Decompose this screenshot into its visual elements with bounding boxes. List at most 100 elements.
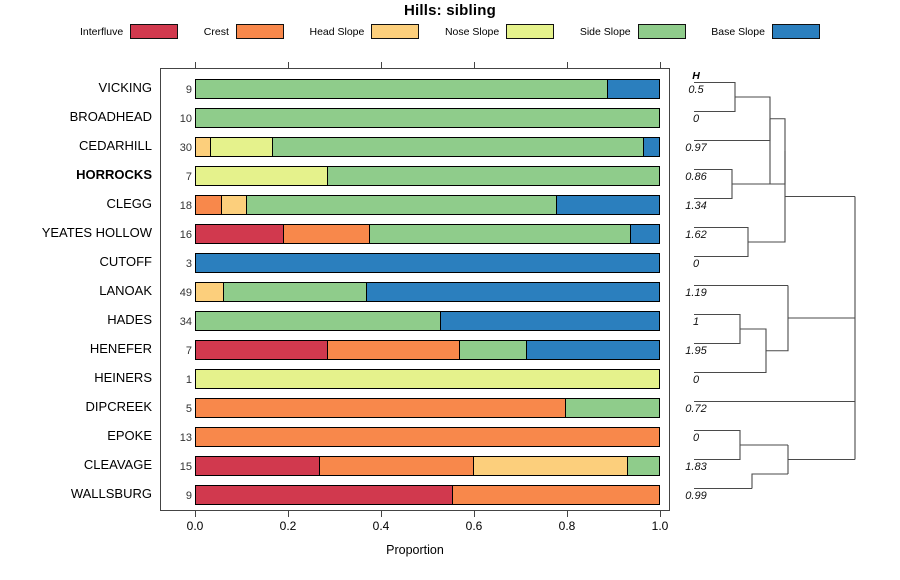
bar-segment-side-slope[interactable] bbox=[196, 80, 608, 98]
bar-segment-crest[interactable] bbox=[319, 457, 474, 475]
row-label-broadhead[interactable]: BROADHEAD bbox=[69, 109, 152, 124]
bar-segment-base-slope[interactable] bbox=[607, 80, 659, 98]
bar-segment-crest[interactable] bbox=[196, 196, 222, 214]
table-row[interactable]: LANOAK 49 1.19 bbox=[99, 278, 707, 307]
x-tick-0.6 bbox=[474, 62, 476, 68]
stacked-bar[interactable] bbox=[195, 137, 660, 157]
row-label-clegg[interactable]: CLEGG bbox=[106, 196, 152, 211]
row-n-value: 7 bbox=[185, 171, 192, 183]
table-row[interactable]: WALLSBURG 9 0.99 bbox=[71, 481, 707, 510]
row-h-value: 1.62 bbox=[685, 229, 707, 241]
table-row[interactable]: VICKING 9 0.5 bbox=[99, 75, 704, 104]
row-label-yeates-hollow[interactable]: YEATES HOLLOW bbox=[41, 225, 152, 240]
stacked-bar[interactable] bbox=[195, 253, 660, 273]
table-row[interactable]: BROADHEAD 10 0 bbox=[70, 104, 699, 133]
stacked-bar[interactable] bbox=[195, 311, 660, 331]
bar-segment-side-slope[interactable] bbox=[627, 457, 659, 475]
table-row[interactable]: CLEAVAGE 15 1.83 bbox=[84, 452, 707, 481]
row-label-horrocks[interactable]: HORROCKS bbox=[76, 167, 152, 182]
bar-segment-base-slope[interactable] bbox=[643, 138, 659, 156]
bar-segment-side-slope[interactable] bbox=[273, 138, 644, 156]
row-label-cedarhill[interactable]: CEDARHILL bbox=[79, 138, 152, 153]
bar-segment-side-slope[interactable] bbox=[566, 399, 659, 417]
stacked-bar[interactable] bbox=[195, 224, 660, 244]
row-n-value: 3 bbox=[185, 258, 192, 270]
stacked-bar[interactable] bbox=[195, 340, 660, 360]
row-label-hades[interactable]: HADES bbox=[107, 312, 152, 327]
row-label-henefer[interactable]: HENEFER bbox=[89, 341, 152, 356]
bar-segment-side-slope[interactable] bbox=[223, 283, 368, 301]
table-row[interactable]: YEATES HOLLOW 16 1.62 bbox=[42, 220, 707, 249]
bar-segment-side-slope[interactable] bbox=[247, 196, 558, 214]
row-n-value: 9 bbox=[185, 490, 192, 502]
bar-segment-base-slope[interactable] bbox=[557, 196, 659, 214]
table-row[interactable]: CEDARHILL 30 0.97 bbox=[79, 133, 707, 162]
stacked-bar[interactable] bbox=[195, 166, 660, 186]
row-h-value: 1 bbox=[692, 316, 700, 328]
stacked-bar[interactable] bbox=[195, 79, 660, 99]
bar-segment-side-slope[interactable] bbox=[369, 225, 632, 243]
dendro-link-hh-heiners bbox=[694, 328, 767, 374]
bar-segment-base-slope[interactable] bbox=[196, 254, 659, 272]
bar-segment-crest[interactable] bbox=[196, 399, 567, 417]
row-label-wallsburg[interactable]: WALLSBURG bbox=[70, 486, 152, 501]
bar-segment-interfluve[interactable] bbox=[196, 225, 284, 243]
row-n-value: 5 bbox=[185, 403, 192, 415]
stacked-bar[interactable] bbox=[195, 485, 660, 505]
x-tick-label: 1.0 bbox=[651, 519, 669, 533]
bar-segment-head-slope[interactable] bbox=[221, 196, 248, 214]
row-label-cleavage[interactable]: CLEAVAGE bbox=[83, 457, 152, 472]
bar-segment-side-slope[interactable] bbox=[460, 341, 527, 359]
table-row[interactable]: CUTOFF 3 0 bbox=[100, 249, 699, 278]
row-label-epoke[interactable]: EPOKE bbox=[107, 428, 152, 443]
table-row[interactable]: HADES 34 1 bbox=[107, 307, 699, 336]
table-row[interactable]: HENEFER 7 1.95 bbox=[90, 336, 707, 365]
table-row[interactable]: DIPCREEK 5 0.72 bbox=[86, 394, 707, 423]
bar-segment-base-slope[interactable] bbox=[367, 283, 659, 301]
stacked-bar[interactable] bbox=[195, 282, 660, 302]
stacked-bar[interactable] bbox=[195, 195, 660, 215]
bar-segment-base-slope[interactable] bbox=[526, 341, 659, 359]
row-label-vicking[interactable]: VICKING bbox=[98, 80, 152, 95]
table-row[interactable]: CLEGG 18 1.34 bbox=[106, 191, 707, 220]
row-label-lanoak[interactable]: LANOAK bbox=[99, 283, 152, 298]
legend-label: Head Slope bbox=[309, 25, 365, 38]
bar-segment-crest[interactable] bbox=[328, 341, 461, 359]
bar-segment-side-slope[interactable] bbox=[328, 167, 659, 185]
stacked-bar[interactable] bbox=[195, 108, 660, 128]
table-row[interactable]: EPOKE 13 0 bbox=[107, 423, 699, 452]
row-h-value: 0 bbox=[692, 432, 700, 444]
row-h-value: 0.5 bbox=[688, 84, 704, 96]
stacked-bar[interactable] bbox=[195, 398, 660, 418]
bar-segment-crest[interactable] bbox=[196, 428, 659, 446]
stacked-bar[interactable] bbox=[195, 456, 660, 476]
row-label-cutoff[interactable]: CUTOFF bbox=[99, 254, 152, 269]
bar-segment-interfluve[interactable] bbox=[196, 341, 329, 359]
bar-segment-head-slope[interactable] bbox=[473, 457, 628, 475]
bar-segment-base-slope[interactable] bbox=[441, 312, 659, 330]
x-axis-title: Proportion bbox=[386, 543, 444, 557]
bar-segment-nose-slope[interactable] bbox=[196, 370, 659, 388]
table-row[interactable]: HORROCKS 7 0.86 bbox=[76, 162, 707, 191]
bar-segment-interfluve[interactable] bbox=[196, 486, 454, 504]
row-label-dipcreek[interactable]: DIPCREEK bbox=[85, 399, 152, 414]
table-row[interactable]: HEINERS 1 0 bbox=[94, 365, 699, 394]
x-axis-ticks-bottom bbox=[160, 511, 670, 517]
bar-segment-interfluve[interactable] bbox=[196, 457, 320, 475]
bar-segment-side-slope[interactable] bbox=[196, 312, 442, 330]
bar-segment-crest[interactable] bbox=[283, 225, 370, 243]
bar-segment-crest[interactable] bbox=[453, 486, 659, 504]
bar-segment-head-slope[interactable] bbox=[196, 283, 224, 301]
row-label-heiners[interactable]: HEINERS bbox=[94, 370, 152, 385]
stacked-bar[interactable] bbox=[195, 369, 660, 389]
bar-segment-head-slope[interactable] bbox=[196, 138, 212, 156]
dendro-link-d-lower bbox=[740, 444, 788, 489]
x-tick-0.8 bbox=[567, 62, 569, 68]
row-h-value: 1.34 bbox=[685, 200, 707, 212]
bar-segment-nose-slope[interactable] bbox=[196, 167, 329, 185]
bar-segment-base-slope[interactable] bbox=[631, 225, 659, 243]
bar-segment-nose-slope[interactable] bbox=[211, 138, 274, 156]
legend-item-interfluve: Interfluve bbox=[80, 24, 179, 39]
bar-segment-side-slope[interactable] bbox=[196, 109, 659, 127]
stacked-bar[interactable] bbox=[195, 427, 660, 447]
